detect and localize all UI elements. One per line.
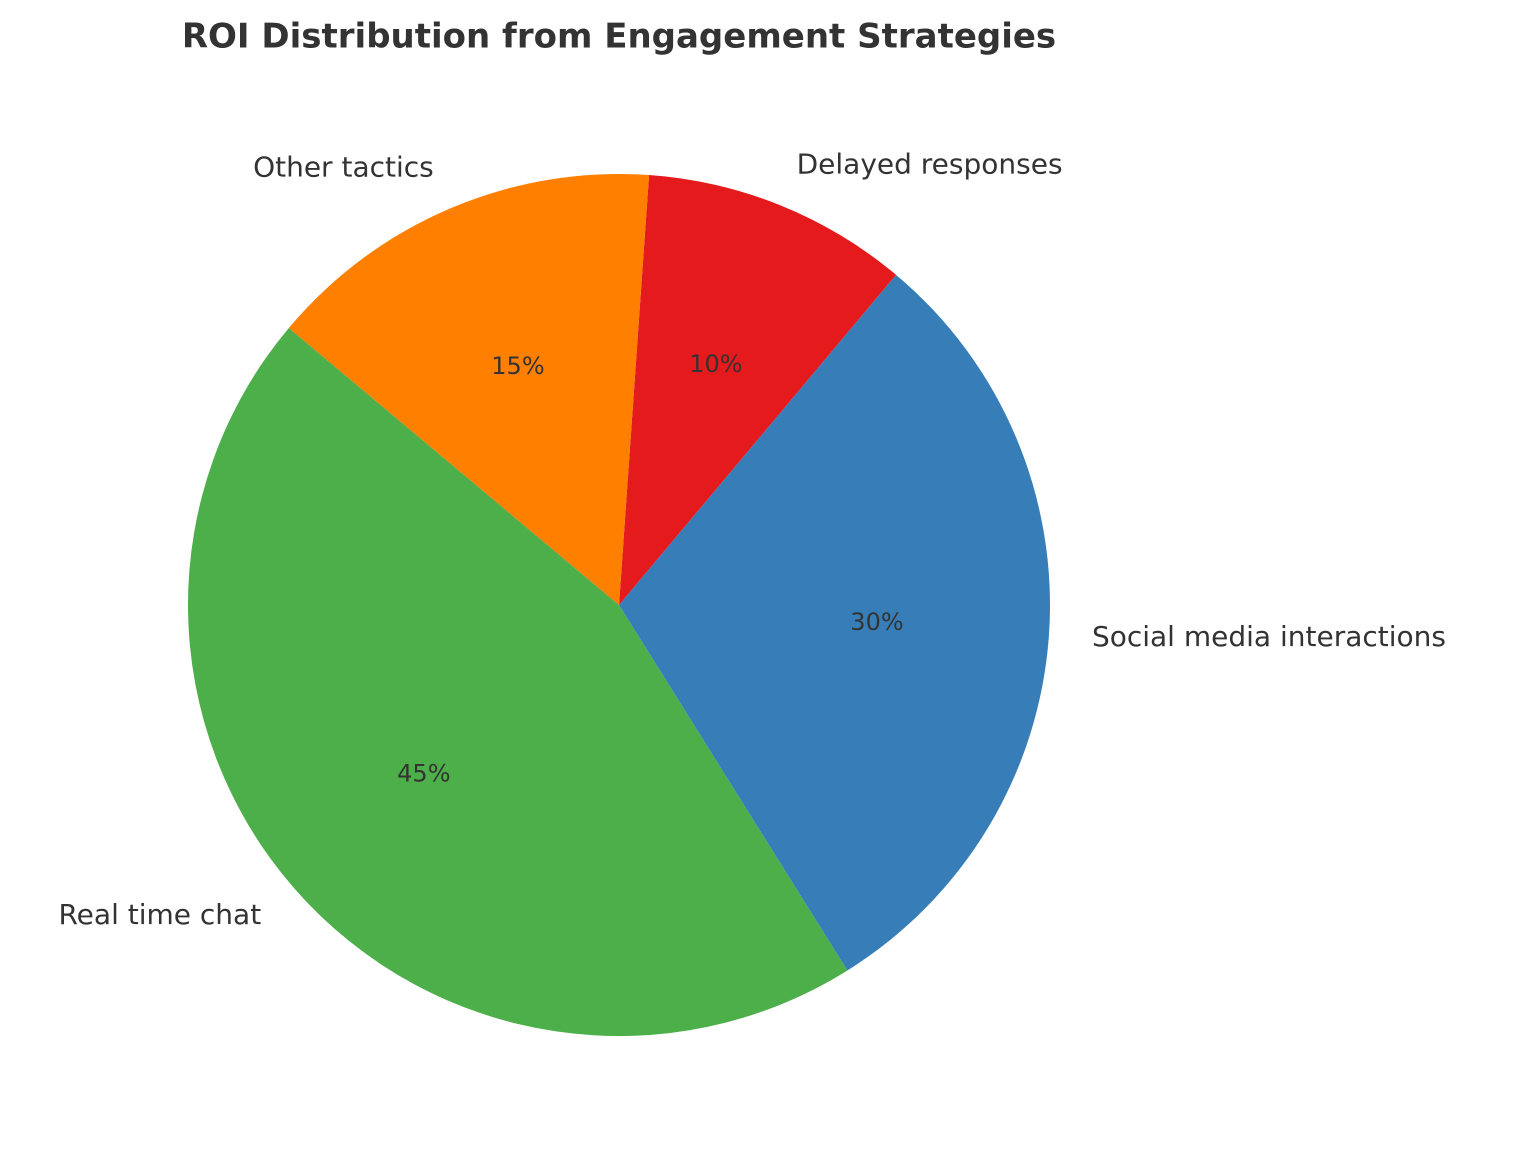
percent-label: 15% [491, 352, 544, 380]
pie-slice [188, 327, 848, 1036]
slice-label: Other tactics [253, 151, 434, 184]
percent-label: 45% [397, 760, 450, 788]
slice-label: Real time chat [58, 898, 261, 931]
pie-slice [619, 175, 897, 605]
percent-label: 10% [689, 350, 742, 378]
chart-title: ROI Distribution from Engagement Strateg… [182, 17, 1056, 57]
percent-label: 30% [850, 608, 903, 636]
slice-label: Social media interactions [1092, 620, 1446, 653]
slice-label: Delayed responses [797, 147, 1063, 180]
pie-slice [619, 274, 1050, 971]
pie-slice [288, 174, 650, 605]
